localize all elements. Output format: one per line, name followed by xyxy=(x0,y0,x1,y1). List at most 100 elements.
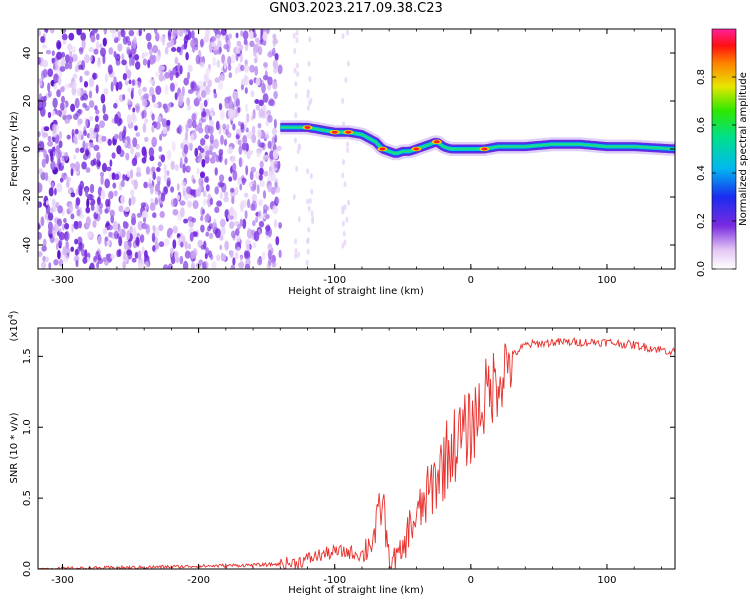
y-tick-label: 40 xyxy=(22,47,33,60)
noise-blob xyxy=(308,100,312,106)
noise-blob xyxy=(144,118,149,124)
noise-blob xyxy=(66,134,71,140)
noise-blob xyxy=(298,144,301,151)
noise-blob xyxy=(126,249,132,256)
noise-blob xyxy=(58,239,63,247)
noise-blob xyxy=(156,176,162,182)
noise-blob xyxy=(182,163,186,174)
noise-blob xyxy=(130,47,137,55)
noise-blob xyxy=(54,187,57,196)
noise-blob xyxy=(136,31,140,37)
noise-blob xyxy=(160,192,166,202)
noise-blob xyxy=(174,92,178,101)
noise-blob xyxy=(235,228,240,236)
noise-blob xyxy=(213,138,219,149)
noise-blob xyxy=(190,81,195,90)
noise-blob xyxy=(178,92,184,103)
noise-blob xyxy=(62,246,67,257)
noise-blob xyxy=(145,32,152,42)
colorbar-ticks: 0.0 0.2 0.4 0.6 0.8 xyxy=(696,69,736,277)
noise-blob xyxy=(43,238,47,248)
noise-blob xyxy=(169,70,174,81)
noise-blob xyxy=(47,135,52,142)
noise-blob xyxy=(78,186,83,197)
x-tick-label: -300 xyxy=(51,275,74,286)
noise-blob xyxy=(292,193,296,200)
noise-blob xyxy=(76,209,81,217)
noise-blob xyxy=(246,244,251,252)
noise-blob xyxy=(108,191,114,200)
noise-blob xyxy=(79,213,84,219)
noise-blob xyxy=(134,54,140,61)
noise-blob xyxy=(294,92,298,99)
noise-blob xyxy=(118,236,123,247)
noise-blob xyxy=(78,109,83,115)
noise-blob xyxy=(99,206,103,215)
noise-blob xyxy=(200,206,205,217)
noise-blob xyxy=(307,226,311,233)
noise-blob xyxy=(124,139,128,148)
noise-blob xyxy=(83,130,87,137)
noise-blob xyxy=(249,79,254,86)
noise-blob xyxy=(179,255,184,265)
noise-blob xyxy=(180,142,184,149)
noise-blob xyxy=(251,125,256,135)
noise-blob xyxy=(131,114,138,124)
noise-blob xyxy=(88,100,95,108)
noise-blob xyxy=(52,123,57,134)
noise-blob xyxy=(209,119,214,127)
noise-blob xyxy=(162,264,169,269)
noise-blob xyxy=(309,173,313,180)
noise-blob xyxy=(55,242,59,251)
noise-blob xyxy=(50,160,56,171)
noise-blob xyxy=(242,134,248,145)
noise-blob xyxy=(211,261,217,269)
noise-blob xyxy=(155,71,159,77)
noise-blob xyxy=(225,128,229,136)
noise-blob xyxy=(95,205,99,215)
noise-blob xyxy=(38,93,42,100)
noise-blob xyxy=(42,59,49,68)
snr-y-axis-label: SNR (10 * v/v) xyxy=(9,412,20,483)
x-tick-label: 0 xyxy=(468,575,474,586)
noise-blob xyxy=(55,109,62,116)
noise-blob xyxy=(167,31,172,41)
noise-blob xyxy=(53,73,59,84)
noise-blob xyxy=(74,161,81,172)
noise-blob xyxy=(122,73,127,81)
noise-blob xyxy=(100,93,106,104)
noise-blob xyxy=(139,261,145,267)
noise-blob xyxy=(187,71,191,80)
noise-blob xyxy=(135,61,141,70)
noise-blob xyxy=(120,180,125,188)
noise-blob xyxy=(294,80,298,87)
y-tick-label: 20 xyxy=(22,95,33,108)
noise-blob xyxy=(96,159,101,170)
noise-blob xyxy=(148,147,155,158)
noise-blob xyxy=(77,118,83,125)
noise-blob xyxy=(110,253,115,260)
noise-blob xyxy=(135,132,141,137)
noise-blob xyxy=(232,257,236,266)
noise-blob xyxy=(273,118,277,129)
amplitude-peak-core xyxy=(331,130,338,134)
noise-blob xyxy=(92,220,97,228)
noise-blob xyxy=(257,123,262,129)
noise-blob xyxy=(271,254,276,263)
noise-blob xyxy=(145,166,150,175)
colorbar-tick-label: 0.6 xyxy=(696,117,707,133)
noise-blob xyxy=(138,88,142,97)
noise-blob xyxy=(306,92,310,99)
noise-blob xyxy=(64,84,70,89)
noise-blob xyxy=(52,97,58,109)
noise-blob xyxy=(151,94,156,103)
noise-blob xyxy=(143,93,150,100)
noise-blob xyxy=(115,58,121,66)
noise-blob xyxy=(45,204,51,215)
noise-blob xyxy=(100,47,106,57)
noise-blob xyxy=(229,221,235,230)
noise-blob xyxy=(93,127,98,133)
noise-blob xyxy=(47,175,51,185)
noise-blob xyxy=(149,47,153,56)
noise-blob xyxy=(347,199,351,206)
